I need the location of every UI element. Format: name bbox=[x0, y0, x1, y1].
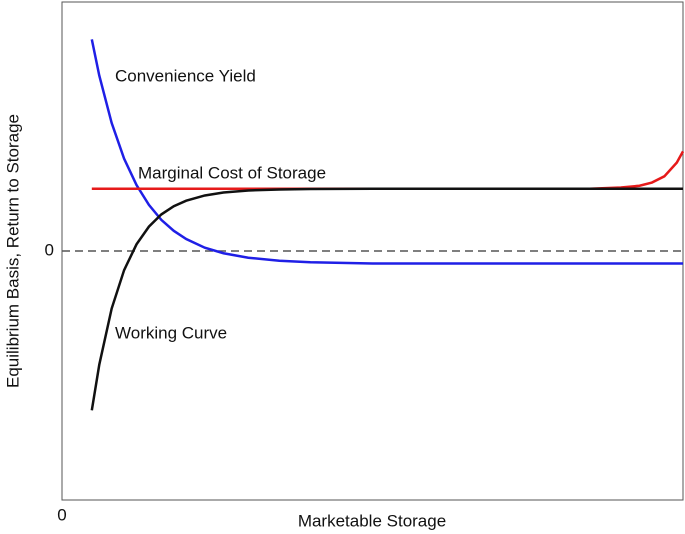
y-axis-label: Equilibrium Basis, Return to Storage bbox=[3, 114, 22, 388]
y-tick-label: 0 bbox=[45, 240, 54, 259]
series-label: Working Curve bbox=[115, 323, 227, 342]
x-axis-label: Marketable Storage bbox=[298, 511, 446, 530]
series-line bbox=[90, 187, 683, 411]
series-label: Marginal Cost of Storage bbox=[138, 163, 326, 182]
x-tick-label: 0 bbox=[57, 505, 66, 524]
series-line bbox=[90, 39, 683, 265]
series-label: Convenience Yield bbox=[115, 66, 256, 85]
